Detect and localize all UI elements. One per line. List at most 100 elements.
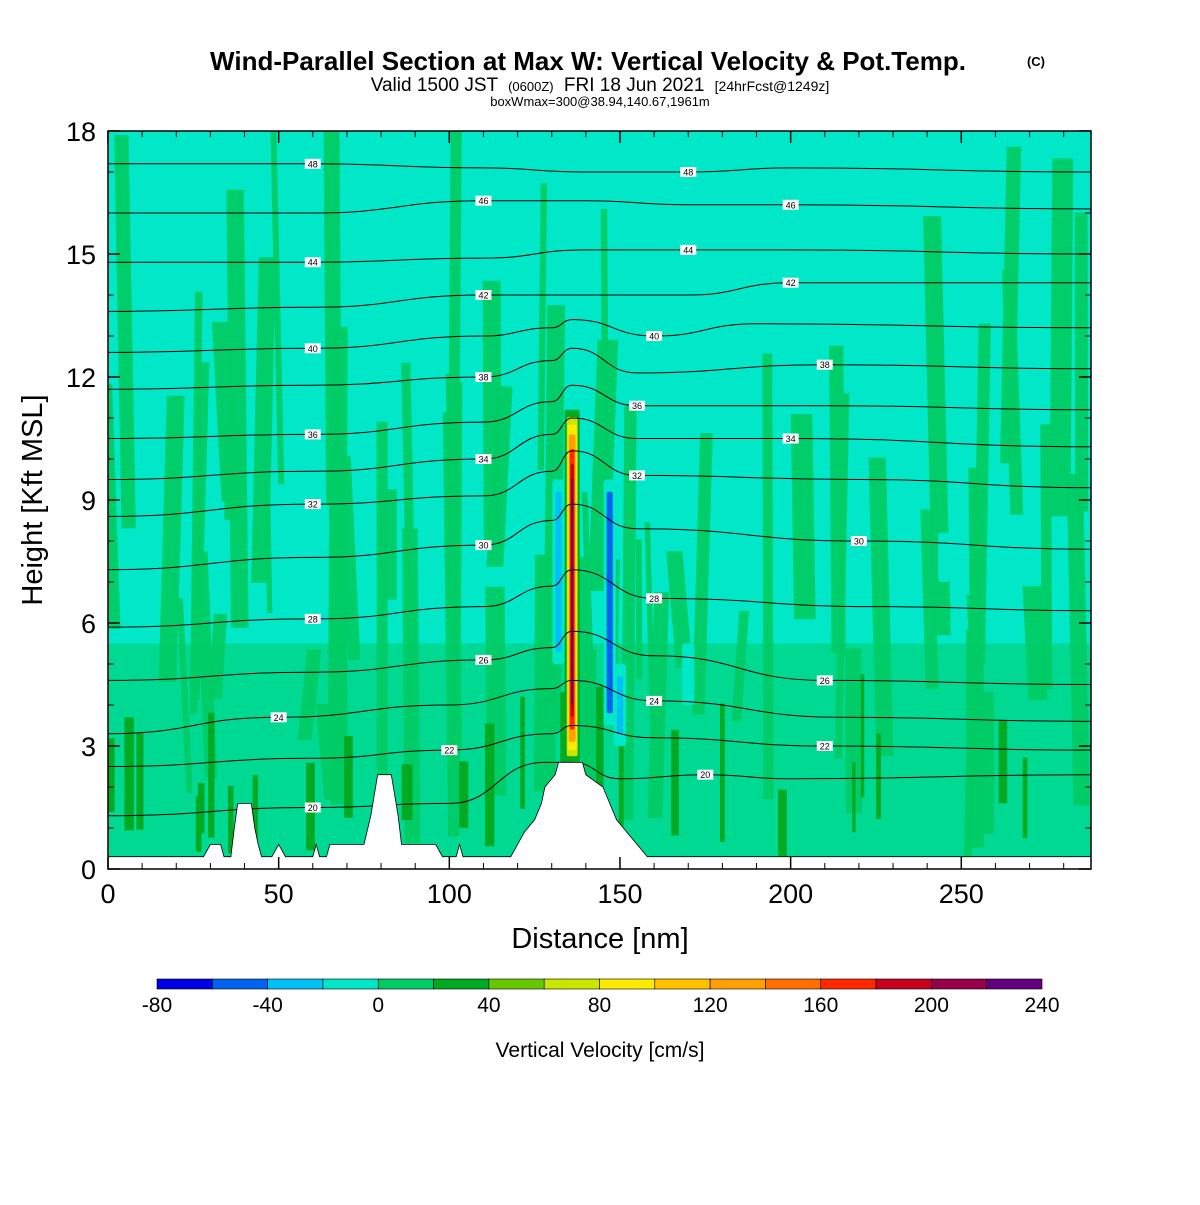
colorbar-swatch bbox=[212, 978, 268, 990]
weak-updraft-streak bbox=[1049, 158, 1074, 517]
theta-label-bg bbox=[646, 695, 663, 706]
forecast-info: [24hrFcst@1249z] bbox=[715, 78, 830, 94]
theta-label-22: 22 bbox=[441, 745, 458, 756]
theta-label-bg bbox=[782, 433, 799, 444]
colorbar-swatch bbox=[986, 978, 1043, 990]
weak-updraft-streak bbox=[482, 280, 502, 549]
colorbar-swatch bbox=[377, 978, 434, 990]
theta-label-text: 36 bbox=[308, 430, 318, 440]
theta-contour-26 bbox=[108, 630, 1091, 685]
terrain-profile bbox=[108, 762, 1091, 869]
theta-label-42: 42 bbox=[475, 290, 492, 301]
theta-label-20: 20 bbox=[697, 769, 714, 780]
theta-label-text: 22 bbox=[820, 742, 830, 752]
colorbar-tick-label: 160 bbox=[803, 994, 838, 1017]
theta-label-38: 38 bbox=[816, 359, 833, 370]
weak-updraft-streak bbox=[226, 189, 249, 628]
theta-label-text: 28 bbox=[649, 594, 659, 604]
theta-label-bg bbox=[304, 613, 321, 624]
theta-label-36: 36 bbox=[304, 429, 321, 440]
weak-updraft-streak bbox=[923, 216, 951, 636]
downdraft-core bbox=[606, 491, 613, 714]
plot-area: 20 20 22 22 24 24 26 26 28 28 30 30 32 32 34 34 36 36 38 38… bbox=[108, 131, 1091, 869]
colorbar-swatch bbox=[322, 978, 379, 990]
moderate-updraft-cell bbox=[1022, 757, 1028, 839]
weak-updraft-streak bbox=[114, 135, 136, 529]
x-tick-label: 50 bbox=[264, 879, 294, 909]
weak-updraft-streak bbox=[189, 362, 210, 692]
theta-label-text: 26 bbox=[820, 676, 830, 686]
theta-label-bg bbox=[441, 745, 458, 756]
theta-label-text: 36 bbox=[632, 401, 642, 411]
colorbar: -80 -40 0 40 80 120 160 200 240 bbox=[142, 978, 1060, 1017]
y-tick-label: 15 bbox=[66, 240, 96, 270]
theta-label-text: 30 bbox=[854, 537, 864, 547]
theta-label-bg bbox=[680, 244, 697, 255]
weak-updraft-streak bbox=[1001, 269, 1024, 515]
theta-label-bg bbox=[270, 712, 287, 723]
theta-label-bg bbox=[475, 195, 492, 206]
theta-label-text: 40 bbox=[308, 344, 318, 354]
colorbar-swatch bbox=[433, 978, 490, 990]
theta-label-46: 46 bbox=[475, 195, 492, 206]
chart-title: Wind-Parallel Section at Max W: Vertical… bbox=[210, 46, 966, 76]
moderate-updraft-cell bbox=[136, 732, 144, 830]
colorbar-tick-label: 80 bbox=[588, 994, 611, 1017]
theta-label-text: 30 bbox=[478, 541, 488, 551]
updraft-core-band bbox=[571, 478, 574, 705]
moderate-updraft-cell bbox=[720, 703, 725, 842]
theta-label-48: 48 bbox=[680, 167, 697, 178]
colorbar-swatch bbox=[267, 978, 324, 990]
theta-label-26: 26 bbox=[816, 675, 833, 686]
theta-contour-42 bbox=[108, 282, 1091, 312]
x-axis-label: Distance [nm] bbox=[511, 923, 688, 955]
theta-label-text: 28 bbox=[308, 614, 318, 624]
theta-label-40: 40 bbox=[646, 331, 663, 342]
theta-label-24: 24 bbox=[270, 712, 287, 723]
theta-label-26: 26 bbox=[475, 654, 492, 665]
weak-updraft-streak bbox=[448, 131, 462, 469]
weak-updraft-streak bbox=[323, 131, 342, 506]
x-tick-label: 200 bbox=[768, 879, 813, 909]
copyright-mark: (C) bbox=[1027, 54, 1045, 69]
theta-label-text: 46 bbox=[478, 196, 488, 206]
theta-label-38: 38 bbox=[475, 372, 492, 383]
valid-zulu: (0600Z) bbox=[508, 79, 554, 94]
moderate-updraft-cell bbox=[671, 729, 679, 836]
moderate-updraft-cell bbox=[197, 783, 205, 834]
moderate-updraft-cell bbox=[876, 733, 881, 819]
theta-label-bg bbox=[304, 257, 321, 268]
colorbar-swatch bbox=[156, 978, 213, 990]
x-tick-label: 150 bbox=[597, 879, 642, 909]
theta-label-bg bbox=[629, 400, 646, 411]
theta-label-30: 30 bbox=[850, 536, 867, 547]
theta-label-48: 48 bbox=[304, 158, 321, 169]
theta-label-44: 44 bbox=[304, 257, 321, 268]
moderate-updraft-cell bbox=[778, 789, 787, 856]
theta-label-bg bbox=[475, 654, 492, 665]
weak-updraft-streak bbox=[829, 345, 846, 653]
theta-label-bg bbox=[475, 454, 492, 464]
theta-label-bg bbox=[475, 290, 492, 300]
theta-label-30: 30 bbox=[475, 540, 492, 551]
theta-label-bg bbox=[850, 536, 867, 546]
moderate-updraft-cell bbox=[124, 717, 134, 831]
x-tick-label: 0 bbox=[100, 879, 115, 909]
colorbar-tick-label: 240 bbox=[1024, 994, 1059, 1017]
downdraft-core bbox=[685, 655, 692, 693]
theta-label-text: 40 bbox=[649, 332, 659, 342]
downdraft-core bbox=[941, 545, 948, 570]
theta-contour-34 bbox=[108, 417, 1091, 480]
theta-label-text: 48 bbox=[683, 168, 693, 178]
theta-label-bg bbox=[304, 499, 321, 510]
colorbar-swatch bbox=[654, 978, 711, 990]
moderate-updraft-cell bbox=[852, 762, 856, 833]
colorbar-swatch bbox=[709, 978, 766, 990]
theta-label-text: 42 bbox=[478, 291, 488, 301]
colorbar-tick-label: -40 bbox=[252, 994, 282, 1017]
theta-label-bg bbox=[697, 769, 714, 780]
weak-updraft-streak bbox=[666, 551, 693, 668]
